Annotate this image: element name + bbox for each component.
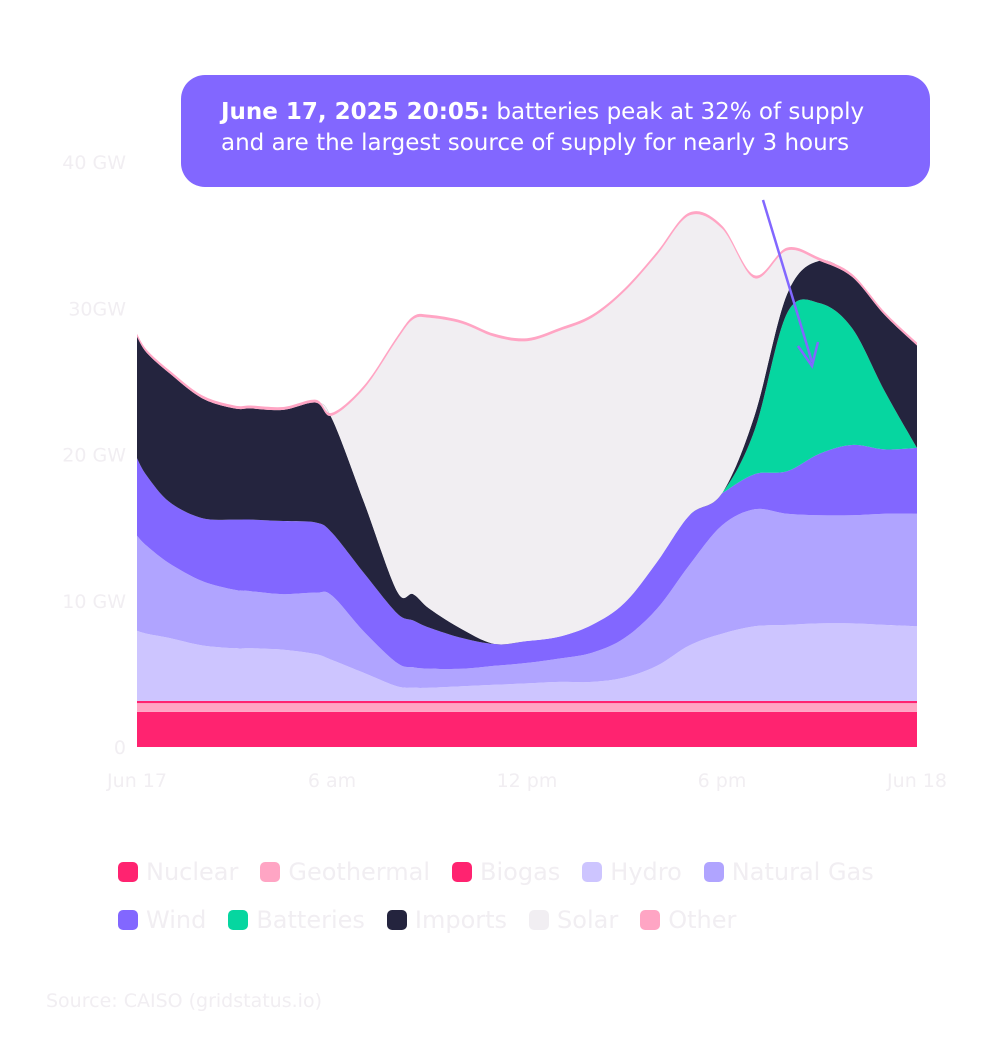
annotation-arrow [761, 199, 814, 363]
legend-swatch [703, 862, 724, 882]
area-geothermal [137, 703, 917, 712]
area-natural-gas [137, 508, 917, 688]
legend-label: Nuclear [146, 858, 239, 886]
legend-label: Biogas [480, 858, 561, 886]
x-tick-label: 6 pm [698, 770, 747, 792]
legend-label: Imports [414, 906, 508, 934]
legend-item-other: Other [640, 906, 736, 934]
legend-item-batteries: Batteries [228, 906, 365, 934]
y-axis-ticks: 0 10 GW 20 GW 30GW 40 GW [62, 152, 126, 759]
legend-row: Wind Batteries Imports Solar Other [118, 903, 918, 937]
annotation-arrow-head [796, 341, 820, 369]
annotation-date: June 17, 2025 20:05: [221, 99, 490, 125]
annotation-text-1: batteries peak at 32% of supply [489, 99, 865, 125]
legend-item-imports: Imports [386, 906, 508, 934]
source-note: Source: CAISO (gridstatus.io) [46, 990, 322, 1012]
area-biogas [137, 700, 917, 704]
legend-label: Hydro [610, 858, 682, 886]
x-tick-label: Jun 18 [886, 770, 947, 792]
legend-swatch [582, 862, 603, 882]
y-tick-label: 30GW [68, 298, 126, 320]
legend-swatch [260, 862, 281, 882]
legend-item-natural-gas: Natural Gas [703, 858, 874, 886]
x-tick-label: 12 pm [497, 770, 558, 792]
area-hydro [137, 623, 917, 701]
stacked-areas [137, 211, 917, 747]
y-tick-label: 0 [114, 737, 126, 759]
legend-label: Solar [557, 906, 619, 934]
annotation-text-2: and are the largest source of supply for… [221, 130, 850, 156]
y-tick-label: 20 GW [62, 445, 126, 467]
legend-swatch [118, 910, 138, 930]
y-tick-label: 40 GW [62, 152, 126, 174]
area-solar [137, 214, 917, 645]
legend-swatch [452, 862, 473, 882]
legend-item-biogas: Biogas [452, 858, 560, 886]
area-wind [137, 444, 917, 670]
y-tick-label: 10 GW [62, 591, 126, 613]
x-tick-label: 6 am [308, 770, 356, 792]
legend-swatch [228, 910, 249, 930]
annotation-line-1: June 17, 2025 20:05: batteries peak at 3… [221, 97, 910, 128]
x-axis-ticks: Jun 17 6 am 12 pm 6 pm Jun 18 [106, 770, 947, 792]
legend-label: Batteries [256, 906, 365, 934]
annotation-callout: June 17, 2025 20:05: batteries peak at 3… [181, 75, 930, 187]
area-imports [137, 260, 917, 645]
legend-label: Other [668, 906, 737, 934]
legend-label: Geothermal [288, 858, 431, 886]
legend-swatch [640, 910, 661, 930]
legend-item-geothermal: Geothermal [260, 858, 430, 886]
legend-swatch [386, 910, 407, 930]
legend-item-wind: Wind [118, 906, 206, 934]
area-nuclear [137, 711, 917, 747]
legend-row: Nuclear Geothermal Biogas Hydro Natural Gas [118, 855, 918, 889]
legend: Nuclear Geothermal Biogas Hydro Natural Gas … [118, 855, 918, 951]
legend-label: Wind [146, 906, 207, 934]
legend-item-nuclear: Nuclear [118, 858, 238, 886]
x-tick-label: Jun 17 [106, 770, 167, 792]
legend-label: Natural Gas [731, 858, 874, 886]
legend-item-hydro: Hydro [582, 858, 682, 886]
legend-swatch [529, 910, 550, 930]
legend-swatch [118, 862, 138, 882]
legend-item-solar: Solar [529, 906, 618, 934]
area-batteries [137, 299, 917, 644]
